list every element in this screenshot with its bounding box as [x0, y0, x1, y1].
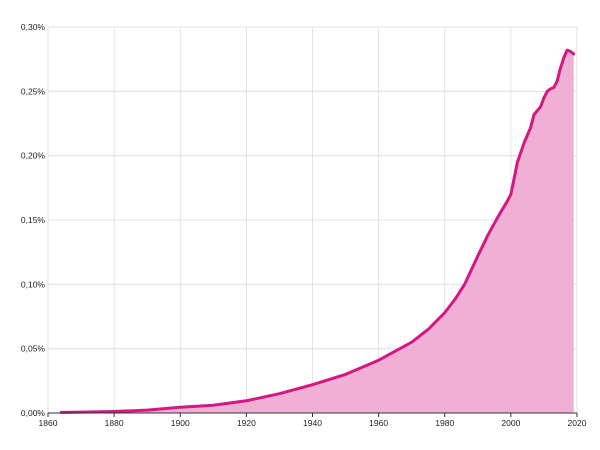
x-tick-label: 2000	[501, 418, 520, 428]
x-tick-label: 2020	[568, 418, 587, 428]
y-tick-label: 0,15%	[21, 215, 46, 225]
x-tick-label: 1920	[237, 418, 256, 428]
label-layer: 1860 1880 1900 1920 1940 1960 1980 2000 2020 0,00…	[21, 22, 587, 428]
x-tick-label: 1960	[369, 418, 388, 428]
series-area-fill	[61, 50, 574, 413]
x-tick-label: 1880	[105, 418, 124, 428]
y-tick-label: 0,05%	[21, 344, 46, 354]
y-tick-label: 0,20%	[21, 151, 46, 161]
x-tick-label: 1940	[303, 418, 322, 428]
axis-layer	[47, 412, 578, 417]
y-tick-label: 0,25%	[21, 86, 46, 96]
x-tick-label: 1860	[39, 418, 58, 428]
y-tick-label: 0,30%	[21, 22, 46, 32]
y-tick-label: 0,00%	[21, 408, 46, 418]
grid-layer	[47, 26, 578, 414]
x-tick-label: 1900	[171, 418, 190, 428]
y-tick-label: 0,10%	[21, 279, 46, 289]
x-tick-label: 1980	[435, 418, 454, 428]
series-line	[59, 48, 576, 414]
area-layer	[59, 48, 576, 414]
